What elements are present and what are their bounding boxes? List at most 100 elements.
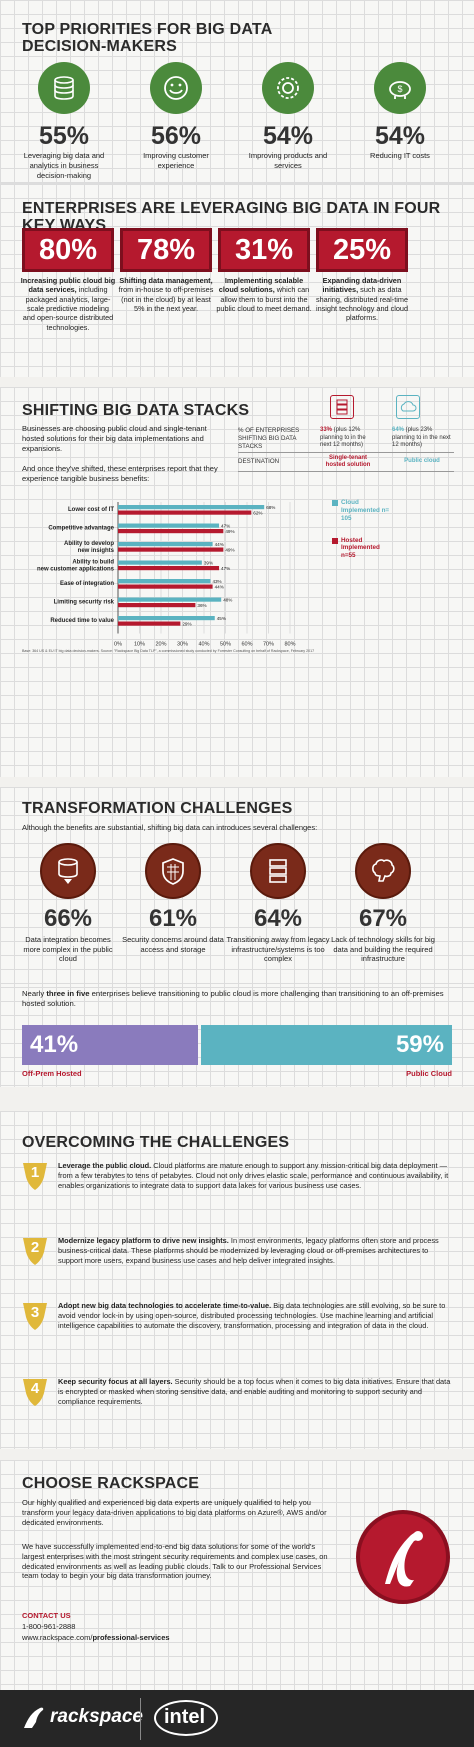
note-pre: Nearly: [22, 989, 47, 998]
challenge-pct: 61%: [148, 905, 198, 932]
priority-text: Improving customer experience: [143, 151, 209, 170]
bar-value-label: 36%: [197, 603, 206, 608]
step-text: Leverage the public cloud. Cloud platfor…: [58, 1161, 452, 1190]
category-label: new insights: [78, 548, 115, 554]
way-text: Implementing scalable cloud solutions, w…: [216, 276, 312, 313]
c1-dest: Single-tenant hosted solution: [325, 455, 371, 469]
way-bold: Shifting data management,: [119, 276, 213, 285]
step-item: 3 Adopt new big data technologies to acce…: [22, 1301, 452, 1361]
split-right-pct: 59%: [395, 1031, 444, 1058]
gears-icon: [262, 62, 314, 114]
x-tick-label: 0%: [114, 642, 122, 648]
priority-item: 56% Improving customer experience: [124, 62, 228, 171]
way-pct-box: 78%: [120, 228, 212, 272]
rackspace-section: CHOOSE RACKSPACE Our highly qualified an…: [0, 1460, 474, 1690]
table-divider: [238, 452, 454, 453]
contact-url[interactable]: www.rackspace.com/professional-services: [22, 1633, 170, 1642]
overcoming-title: OVERCOMING THE CHALLENGES: [22, 1134, 290, 1151]
category-label: Reduced time to value: [50, 618, 114, 624]
legend-swatch: [332, 500, 338, 506]
bar: [118, 603, 196, 608]
bar-value-label: 49%: [225, 529, 234, 534]
bar-value-label: 62%: [253, 511, 262, 516]
step-rest: Security should be a top focus when it c…: [58, 1377, 451, 1406]
c2-dest: Public cloud: [404, 458, 440, 464]
way-rest: such as data sharing, distributed real-t…: [315, 285, 409, 323]
challenge-pct: 67%: [358, 905, 408, 932]
step-badge-icon: [22, 1377, 48, 1407]
rackspace-p1: Our highly qualified and experienced big…: [22, 1498, 327, 1527]
rackspace-logo-icon: [20, 1704, 48, 1732]
cloud-icon: [396, 395, 420, 419]
category-label: Ease of integration: [60, 581, 114, 587]
bar: [118, 566, 220, 571]
step-bold: Keep security focus at all layers.: [58, 1377, 173, 1386]
priority-item: 55% Leveraging big data and analytics in …: [12, 62, 116, 180]
step-text: Keep security focus at all layers. Secur…: [58, 1377, 452, 1406]
step-item: 1 Leverage the public cloud. Cloud platfo…: [22, 1161, 452, 1221]
bar-value-label: 49%: [225, 548, 234, 553]
challenge-pct: 66%: [43, 905, 93, 932]
contact-phone[interactable]: 1-800-961-2888: [22, 1622, 76, 1631]
step-rest: Cloud platforms are mature enough to sup…: [58, 1161, 449, 1190]
bar: [118, 597, 222, 602]
legend-swatch: [332, 537, 338, 544]
split-left-pct: 41%: [30, 1031, 79, 1058]
ways-section: ENTERPRISES ARE LEVERAGING BIG DATA IN F…: [0, 183, 474, 377]
rackspace-p2: We have successfully implemented end-to-…: [22, 1542, 328, 1581]
rackspace-title: CHOOSE RACKSPACE: [22, 1475, 200, 1492]
category-label: Competitive advantage: [48, 526, 114, 532]
contact-label: CONTACT US: [22, 1611, 71, 1620]
way-pct-box: 25%: [316, 228, 408, 272]
challenges-note: Nearly three in five enterprises believe…: [22, 989, 452, 1010]
overcoming-section: OVERCOMING THE CHALLENGES 1 Leverage the …: [0, 1111, 474, 1449]
stacks-section: SHIFTING BIG DATA STACKS Businesses are …: [0, 387, 474, 777]
way-text: Shifting data management, from in-house …: [118, 276, 214, 313]
step-rest: Big data technologies are still evolving…: [58, 1301, 446, 1330]
database-icon: [38, 62, 90, 114]
step-number: 4: [30, 1380, 40, 1397]
step-text: Modernize legacy platform to drive new i…: [58, 1236, 452, 1265]
step-bold: Modernize legacy platform to drive new i…: [58, 1236, 229, 1245]
bar-value-label: 47%: [221, 566, 230, 571]
stacks-intro: Businesses are choosing public cloud and…: [22, 424, 207, 453]
legend-item: Cloud Implemented n= 105: [332, 499, 442, 523]
x-tick-label: 60%: [241, 642, 252, 648]
challenges-split-section: Nearly three in five enterprises believe…: [0, 987, 474, 1087]
table-row1-label: % OF ENTERPRISES SHIFTING BIG DATA STACK…: [238, 427, 300, 450]
bar: [118, 523, 220, 528]
bar: [118, 542, 213, 547]
bar-value-label: 44%: [215, 585, 224, 590]
step-badge-icon: [22, 1301, 48, 1331]
priority-text: Improving products and services: [248, 151, 328, 170]
priority-text: Reducing IT costs: [370, 151, 430, 160]
bar-value-label: 44%: [215, 542, 224, 547]
benefits-chart: 0% 10% 20% 30% 40% 50% 60% 70% 80% Lower cost of …: [37, 502, 296, 648]
way-rest: including packaged analytics, large-scal…: [22, 285, 114, 332]
footer: rackspace intel: [0, 1690, 474, 1747]
step-number: 2: [30, 1239, 40, 1256]
category-label: new customer applications: [37, 567, 115, 573]
bar-value-label: 43%: [212, 579, 221, 584]
priority-item: $54% Reducing IT costs: [348, 62, 452, 161]
step-number: 1: [30, 1164, 40, 1181]
x-tick-label: 70%: [263, 642, 274, 648]
challenge-text: Data integration becomes more complex in…: [23, 935, 113, 964]
legend-label: Cloud Implemented n= 105: [341, 499, 390, 522]
chart-source: Base: 364 US & EU IT big data decision-m…: [22, 649, 315, 653]
url-bold: professional-services: [92, 1633, 170, 1642]
c1-rest: (plus 12% planning to in the next 12 mon…: [320, 427, 366, 448]
bar-value-label: 48%: [223, 598, 232, 603]
x-tick-label: 80%: [284, 642, 295, 648]
bar-value-label: 29%: [182, 622, 191, 627]
category-label: Limiting security risk: [54, 600, 115, 606]
intel-logo-oval: [154, 1700, 218, 1736]
stacks-title: SHIFTING BIG DATA STACKS: [22, 402, 250, 419]
split-bar-left: [22, 1025, 198, 1065]
split-right-label: Public Cloud: [406, 1069, 452, 1078]
x-tick-label: 20%: [155, 642, 166, 648]
bar: [118, 621, 181, 626]
bar: [118, 529, 224, 534]
challenges-title: TRANSFORMATION CHALLENGES: [22, 800, 293, 817]
